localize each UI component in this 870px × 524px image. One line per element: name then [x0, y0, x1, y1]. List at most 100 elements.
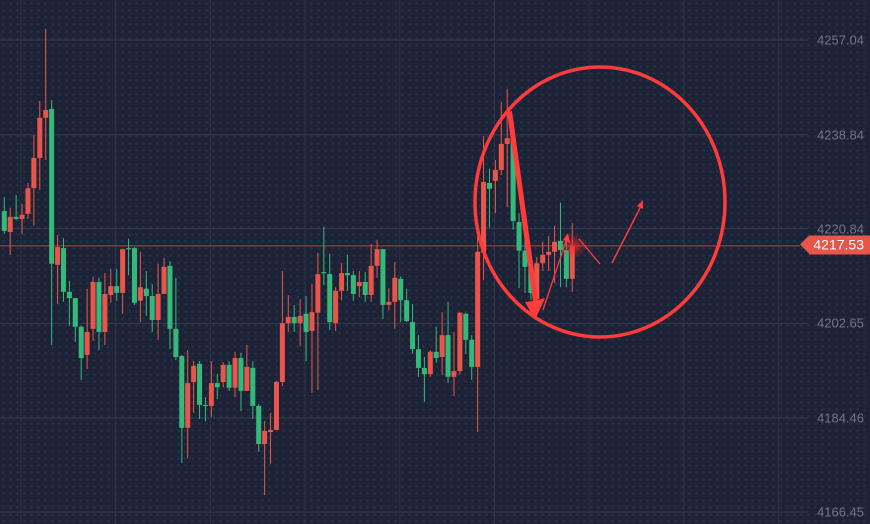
candle [120, 249, 126, 314]
candle [386, 288, 392, 311]
candle [445, 301, 451, 384]
candle-body [457, 312, 463, 372]
candle [250, 361, 256, 419]
candle [303, 296, 309, 362]
candle-body [380, 249, 386, 305]
up-arrow-line [611, 203, 643, 264]
candle-body [481, 181, 487, 253]
candle [37, 101, 43, 190]
candle-body [66, 291, 72, 299]
candle [427, 350, 433, 377]
candle-body [232, 358, 238, 388]
candle [362, 272, 368, 302]
candle [291, 304, 297, 332]
candle [457, 312, 463, 375]
candle [226, 361, 232, 391]
candle-body [540, 254, 546, 264]
candle-body [268, 429, 274, 433]
candle-body [108, 286, 114, 295]
candle-body [13, 216, 19, 219]
candle-body [256, 405, 262, 445]
candle [1, 197, 7, 234]
candle-body [522, 250, 528, 267]
candle-body [84, 331, 90, 355]
candle [451, 331, 457, 397]
candle [356, 271, 362, 298]
candle-body [516, 222, 522, 251]
candle-body [439, 335, 445, 357]
candle-body [563, 250, 569, 279]
candle-body [433, 351, 439, 359]
candle-body [552, 241, 558, 252]
candle-body [291, 316, 297, 324]
candle [43, 28, 49, 161]
candle-body [214, 383, 220, 388]
candle-body [90, 281, 96, 329]
candle [66, 280, 72, 326]
candle-body [374, 249, 380, 266]
candle-body [262, 430, 268, 445]
candle [126, 238, 132, 276]
candle [90, 276, 96, 341]
annotation-circle [473, 65, 727, 339]
y-tick-label: 4184.46 [817, 410, 864, 426]
candle [475, 235, 481, 433]
candle-body [327, 274, 333, 323]
candle [415, 335, 421, 377]
candle-body [339, 273, 345, 291]
candle-body [155, 293, 161, 321]
candle [463, 312, 469, 354]
candle [486, 168, 492, 228]
candle-body [362, 281, 368, 295]
candle [214, 374, 220, 400]
candle-body [31, 157, 37, 189]
candle-body [96, 281, 102, 332]
candle [498, 102, 504, 176]
candle [197, 361, 203, 419]
candle-body [427, 351, 433, 375]
candle-body [131, 248, 137, 303]
candle-body [463, 313, 469, 340]
candle [19, 203, 25, 235]
candle [273, 380, 279, 430]
candle [268, 412, 274, 464]
candle-body [185, 383, 191, 428]
candle-body [333, 290, 339, 324]
candle-body [1, 211, 7, 231]
candle [78, 325, 84, 380]
candle-body [126, 248, 132, 250]
candle [84, 288, 90, 369]
candle-body [197, 363, 203, 405]
candle [327, 253, 333, 330]
candle [333, 287, 339, 331]
candle [60, 238, 66, 302]
candle-body [25, 188, 31, 214]
candle [374, 239, 380, 278]
y-tick-label: 4238.84 [817, 127, 864, 143]
candle [297, 299, 303, 347]
candle-body [49, 108, 55, 264]
candle [7, 207, 13, 255]
candle [72, 298, 78, 342]
candle [155, 263, 161, 340]
candle-body [475, 251, 481, 367]
candle [191, 361, 197, 413]
candle-body [179, 355, 185, 428]
candle-body [114, 286, 120, 293]
down-arrow-icon [507, 111, 545, 320]
candle-body [43, 110, 49, 118]
candle [321, 226, 327, 286]
candle [31, 135, 37, 226]
candle [167, 261, 173, 350]
candle [516, 213, 522, 289]
candle [469, 335, 475, 380]
candle [279, 271, 285, 387]
candle-body [404, 300, 410, 322]
candle-body [7, 216, 13, 232]
candle [285, 294, 291, 332]
candle [185, 350, 191, 459]
candle [262, 421, 268, 496]
candle-body [202, 404, 208, 407]
